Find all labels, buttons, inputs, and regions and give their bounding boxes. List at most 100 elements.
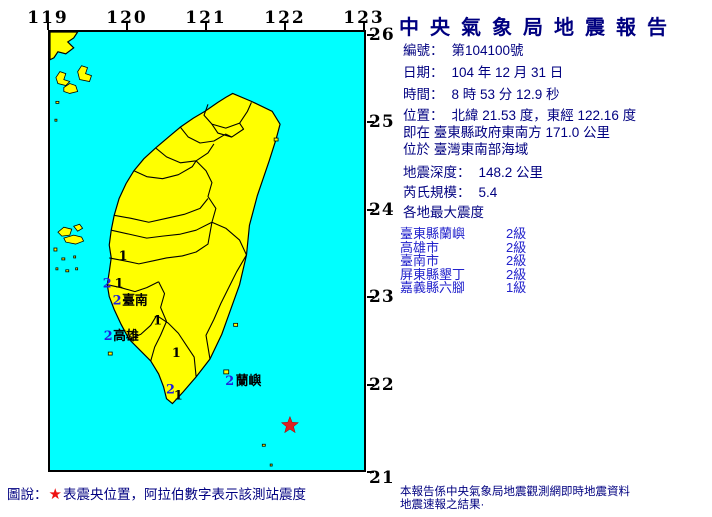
intensity-mark: 1: [115, 277, 124, 292]
intensity-mark: 2: [225, 374, 234, 389]
latitude-label: 26: [369, 25, 395, 45]
county-border: [133, 160, 197, 180]
report-time-row: 時間： 8 時 53 分 12.9 秒: [403, 88, 560, 102]
county-border: [156, 314, 197, 377]
city-label-kaohsiung: 高雄: [113, 328, 139, 343]
penghu-island: [73, 223, 84, 232]
taiwan-map: 1 2 1 2 臺南 1 2 高雄 1 2 1 2 蘭嶼: [50, 32, 364, 470]
county-border: [128, 315, 158, 340]
intensity-mark: 1: [174, 389, 183, 404]
county-border: [205, 254, 247, 360]
report-date-value: 104 年 12 月 31 日: [451, 65, 564, 80]
intensity-mark: 1: [172, 346, 181, 361]
city-label-lanyu: 蘭嶼: [236, 373, 262, 388]
penghu-island: [65, 269, 70, 273]
offshore-island: [77, 65, 92, 83]
offshore-island: [55, 71, 71, 86]
latitude-label: 22: [369, 375, 395, 395]
report-depth-value: 148.2 公里: [478, 165, 544, 180]
longitude-label: 119: [27, 8, 69, 28]
latitude-label: 23: [369, 287, 395, 307]
station-row-level: 2級: [506, 267, 527, 282]
report-number-value: 第104100號: [451, 43, 524, 58]
intensity-header: 各地最大震度: [403, 206, 484, 220]
station-row-level: 1級: [506, 280, 527, 295]
station-row-name: 嘉義縣六腳: [400, 280, 466, 295]
liuqiu-island: [107, 351, 113, 356]
china-coast: [50, 32, 79, 61]
station-row-level: 2級: [506, 253, 527, 268]
lon-tick: [363, 22, 365, 30]
report-time-value: 8 時 53 分 12.9 秒: [451, 87, 560, 102]
intensity-mark: 1: [153, 313, 162, 328]
offshore-island: [55, 100, 60, 104]
lon-tick: [205, 22, 207, 30]
report-region-value: 位於 臺灣東南部海域: [403, 142, 529, 157]
penghu-island: [73, 255, 77, 259]
county-border: [150, 281, 168, 362]
turtle-island: [273, 137, 279, 142]
report-region-row: 位於 臺灣東南部海域: [403, 143, 528, 157]
report-date-label: 日期：: [403, 65, 444, 80]
county-border: [195, 160, 217, 223]
report-relative-value: 即在 臺東縣政府東南方 171.0 公里: [403, 125, 611, 140]
station-row-name: 臺東縣蘭嶼: [400, 226, 466, 241]
county-border: [109, 222, 213, 265]
longitude-label: 120: [106, 8, 148, 28]
lon-tick: [47, 22, 49, 30]
penghu-island: [75, 267, 79, 271]
offshore-island: [63, 83, 79, 94]
lon-tick: [284, 22, 286, 30]
report-location-row: 位置： 北緯 21.53 度，東經 122.16 度: [403, 109, 636, 123]
station-row-level: 2級: [506, 226, 527, 241]
report-magnitude-row: 芮氏規模： 5.4: [403, 186, 497, 200]
intensity-mark: 2: [103, 277, 112, 292]
report-number-row: 編號： 第104100號: [403, 44, 524, 58]
longitude-label: 122: [264, 8, 306, 28]
legend-text: 表震央位置，阿拉伯數字表示該測站震度: [62, 487, 306, 502]
lat-tick: [367, 471, 374, 473]
report-number-label: 編號：: [403, 43, 444, 58]
county-border: [155, 143, 215, 164]
report-depth-row: 地震深度： 148.2 公里: [403, 166, 543, 180]
penghu-island: [61, 257, 66, 261]
lanyu-island: [223, 369, 230, 375]
county-border: [179, 126, 232, 144]
green-island: [233, 322, 239, 327]
city-label-tainan: 臺南: [122, 292, 148, 307]
county-border: [114, 198, 209, 223]
epicenter-star: [280, 415, 300, 434]
lat-tick: [367, 209, 374, 211]
penghu-island: [53, 247, 58, 252]
intensity-mark: 2: [113, 293, 122, 308]
intensity-mark: 2: [104, 329, 113, 344]
station-row-name: 高雄市: [400, 240, 440, 255]
report-date-row: 日期： 104 年 12 月 31 日: [403, 66, 563, 80]
lat-tick: [367, 384, 374, 386]
report-depth-label: 地震深度：: [403, 165, 471, 180]
lon-tick: [126, 22, 128, 30]
offshore-island: [54, 118, 58, 122]
latitude-label: 24: [369, 200, 395, 220]
map-panel: 1 2 1 2 臺南 1 2 高雄 1 2 1 2 蘭嶼: [48, 30, 366, 472]
report-magnitude-value: 5.4: [478, 185, 498, 200]
legend: 圖說：★表震央位置，阿拉伯數字表示該測站震度: [7, 483, 306, 503]
county-border: [111, 221, 213, 239]
penghu-island: [57, 226, 73, 237]
report-location-value: 北緯 21.53 度，東經 122.16 度: [451, 108, 637, 123]
report-location-label: 位置：: [403, 108, 444, 123]
longitude-label: 121: [185, 8, 227, 28]
small-island: [269, 463, 273, 467]
station-row-name: 臺南市: [400, 253, 440, 268]
station-row-name: 屏東縣墾丁: [400, 267, 466, 282]
star-icon: ★: [48, 486, 62, 503]
report-magnitude-label: 芮氏規模：: [403, 185, 471, 200]
footnote-line2: 地震速報之結果·: [400, 498, 485, 511]
station-row-level: 2級: [506, 240, 527, 255]
county-border: [203, 102, 252, 129]
report-title: 中 央 氣 象 局 地 震 報 告: [399, 17, 670, 39]
longitude-label: 123: [343, 8, 385, 28]
legend-prefix: 圖說：: [7, 487, 48, 502]
small-lanyu-island: [261, 443, 266, 447]
